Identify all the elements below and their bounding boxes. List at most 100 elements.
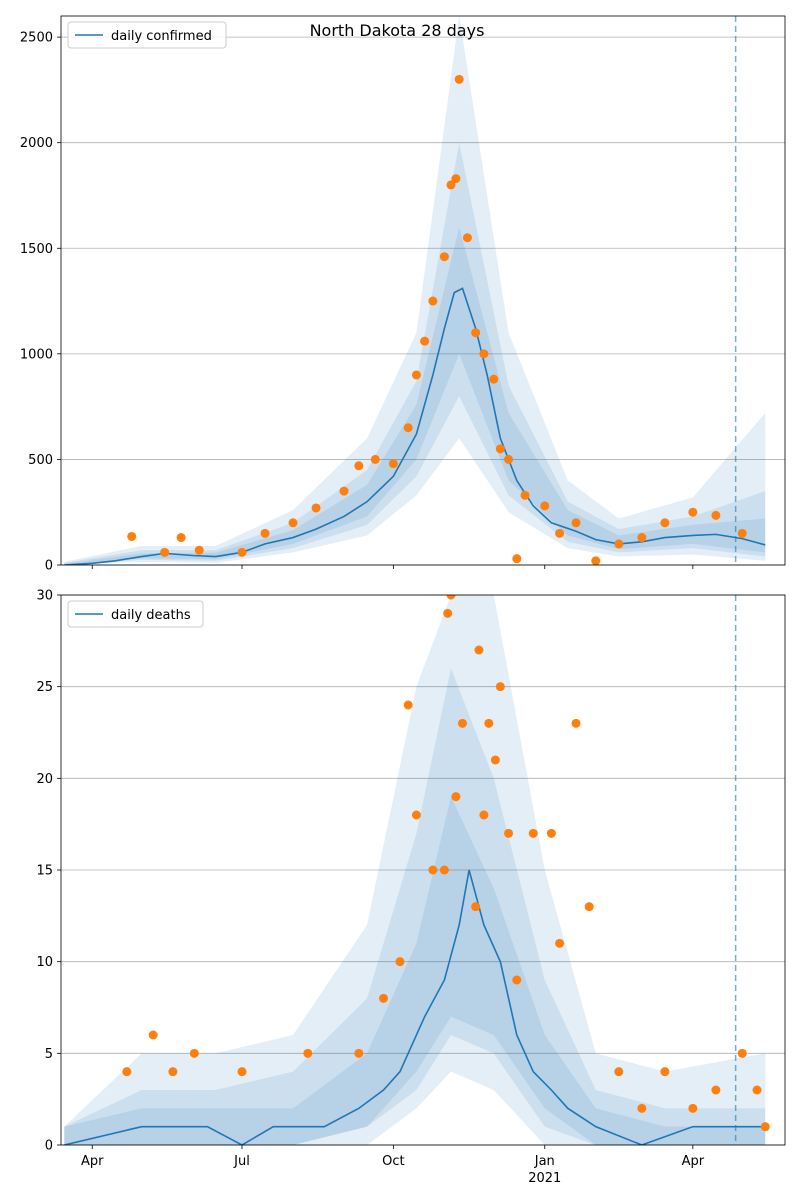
legend-label: daily confirmed <box>111 29 212 44</box>
observed-point <box>303 1048 313 1058</box>
observed-point <box>591 556 601 565</box>
observed-point <box>403 700 413 710</box>
observed-point <box>451 792 461 802</box>
y-tick-label: 1000 <box>20 347 53 362</box>
observed-point <box>474 645 484 655</box>
year-label: 2021 <box>528 1171 561 1186</box>
observed-point <box>457 718 467 728</box>
plot-area <box>64 16 766 565</box>
observed-point <box>311 503 321 513</box>
band-outer <box>64 595 766 1145</box>
observed-point <box>411 370 421 380</box>
observed-point <box>454 74 464 84</box>
observed-point <box>752 1085 762 1095</box>
observed-point <box>443 608 453 618</box>
observed-point <box>504 828 514 838</box>
y-tick-label: 15 <box>36 864 53 879</box>
observed-point <box>379 993 389 1003</box>
observed-point <box>489 374 499 384</box>
observed-point <box>546 828 556 838</box>
observed-point <box>168 1067 178 1077</box>
y-tick-label: 2500 <box>20 31 53 46</box>
observed-point <box>688 1103 698 1113</box>
observed-point <box>760 1122 770 1132</box>
legend: daily deaths <box>67 600 204 628</box>
observed-point <box>354 461 364 471</box>
band-inner <box>64 796 766 1145</box>
y-tick-label: 0 <box>45 1139 53 1154</box>
observed-point <box>614 1067 624 1077</box>
x-tick-label: Jul <box>233 1154 250 1169</box>
observed-point <box>411 810 421 820</box>
y-tick-label: 0 <box>45 559 53 574</box>
chart-title: North Dakota 28 days <box>310 21 485 40</box>
observed-point <box>122 1067 132 1077</box>
y-tick-label: 25 <box>36 680 53 695</box>
observed-point <box>339 486 349 496</box>
y-tick-label: 1500 <box>20 242 53 257</box>
observed-point <box>428 865 438 875</box>
observed-point <box>495 682 505 692</box>
observed-point <box>479 349 489 359</box>
observed-point <box>420 336 430 346</box>
observed-point <box>484 718 494 728</box>
observed-point <box>189 1048 199 1058</box>
y-tick-label: 2000 <box>20 136 53 151</box>
axes-frame <box>60 15 786 566</box>
observed-point <box>160 547 170 557</box>
observed-point <box>388 459 398 469</box>
observed-point <box>490 755 500 765</box>
observed-point <box>637 533 647 543</box>
observed-point <box>127 531 137 541</box>
model-line <box>64 287 766 565</box>
observed-point <box>176 533 186 543</box>
y-tick-label: 10 <box>36 955 53 970</box>
observed-point <box>479 810 489 820</box>
observed-point <box>260 528 270 538</box>
y-tick-label: 5 <box>45 1047 53 1062</box>
y-tick-label: 500 <box>28 453 53 468</box>
model-line <box>64 869 766 1145</box>
band-middle <box>64 142 766 565</box>
observed-point <box>512 975 522 985</box>
observed-point <box>711 510 721 520</box>
band-middle <box>64 668 766 1145</box>
observed-point <box>711 1085 721 1095</box>
x-tick-label: Apr <box>81 1154 104 1169</box>
y-tick-label: 20 <box>36 772 53 787</box>
observed-point <box>737 528 747 538</box>
axes-frame <box>60 594 786 1146</box>
observed-point <box>439 865 449 875</box>
observed-point <box>504 454 514 464</box>
observed-point <box>462 233 472 243</box>
legend-box <box>67 21 227 49</box>
observed-point <box>540 501 550 511</box>
observed-point <box>555 938 565 948</box>
observed-point <box>428 296 438 306</box>
confirmed-panel: 0 500 1000 1500 2000 2500 North Dakota 28 days… <box>20 15 786 574</box>
observed-point <box>446 595 456 600</box>
observed-point <box>571 518 581 528</box>
observed-point <box>446 180 456 190</box>
observed-point <box>528 828 538 838</box>
observed-point <box>370 454 380 464</box>
observed-point <box>148 1030 158 1040</box>
plot-area <box>64 595 770 1145</box>
legend-box <box>67 600 204 628</box>
observed-point <box>688 507 698 517</box>
band-outer <box>64 16 766 565</box>
observed-point <box>737 1048 747 1058</box>
observed-point <box>512 554 522 564</box>
x-tick-label: Oct <box>382 1154 404 1169</box>
observed-point <box>288 518 298 528</box>
observed-point <box>194 545 204 555</box>
observed-point <box>439 252 449 262</box>
x-tick-label: Jan <box>534 1154 555 1169</box>
observed-point <box>571 718 581 728</box>
observed-point <box>555 528 565 538</box>
observed-point <box>471 328 481 338</box>
observed-point <box>520 490 530 500</box>
observed-point <box>495 444 505 454</box>
x-tick-label: Apr <box>682 1154 705 1169</box>
